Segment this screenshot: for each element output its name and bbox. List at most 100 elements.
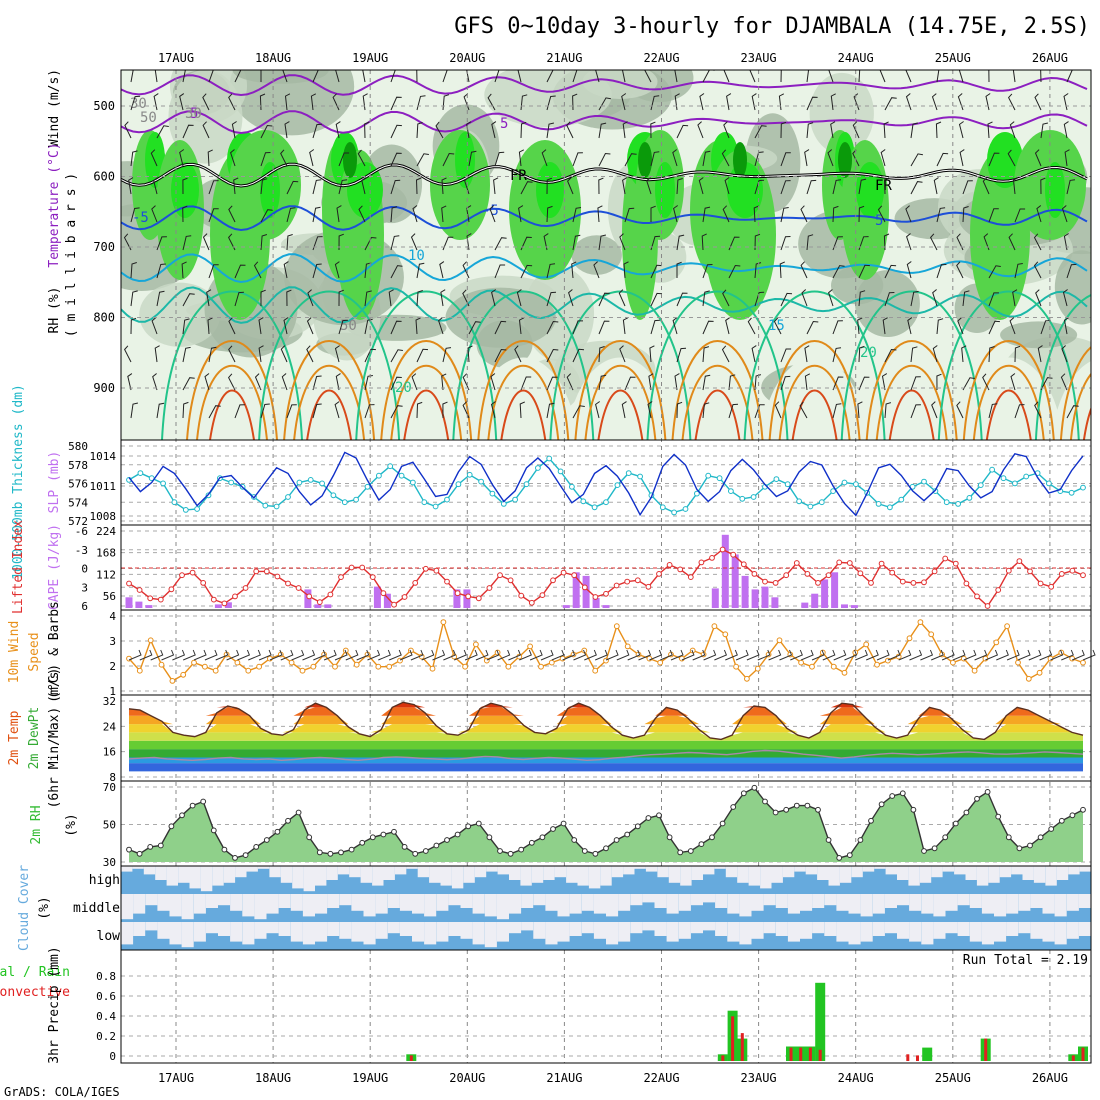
cape-bar xyxy=(771,597,779,608)
thickness-line-point xyxy=(682,506,689,512)
rh2m-line-point xyxy=(147,844,154,850)
surface-temp-dome xyxy=(791,389,838,440)
sfc-wind-barb xyxy=(356,649,370,661)
cloud-clear xyxy=(399,922,412,936)
wind-barb xyxy=(905,205,912,223)
wind-barb xyxy=(520,121,527,139)
thickness-line-point xyxy=(943,499,950,506)
wind-speed-line-point xyxy=(310,663,317,670)
wind-barb xyxy=(1061,345,1068,363)
wind-speed-line-point xyxy=(202,663,208,670)
cloud-clear xyxy=(133,922,146,936)
sfc-wind-barb xyxy=(1082,649,1096,661)
precip-tick-0.6: 0.6 xyxy=(96,990,116,1003)
cloud-clear xyxy=(874,866,886,869)
cloud-clear xyxy=(166,866,178,886)
cloud-clear xyxy=(739,894,752,917)
rh-surface-bump xyxy=(565,357,676,440)
contour-label: 5 xyxy=(500,116,508,132)
wind-barb xyxy=(130,317,137,335)
sfc-wind-barb xyxy=(128,649,142,661)
thickness-line-point xyxy=(171,499,178,506)
cloud-clear xyxy=(533,922,546,939)
rh2m-line-point xyxy=(910,806,917,813)
cloud-clear xyxy=(1066,922,1079,939)
wind-barb xyxy=(676,124,689,139)
temp-ylabel-3: (6hr Min/Max) (°C) xyxy=(47,668,62,809)
cloud-clear xyxy=(448,894,461,906)
lifted-index-line-point xyxy=(995,587,1002,593)
wind-barb xyxy=(207,149,213,167)
cloud-clear xyxy=(593,894,606,914)
thickness-line-point xyxy=(728,488,734,495)
wind-barb xyxy=(546,122,555,139)
lifted-index-line-point xyxy=(327,591,334,598)
rh-surface-bump xyxy=(468,357,579,440)
rh2m-line-point xyxy=(327,850,334,857)
lifted-index-line-point xyxy=(709,555,715,561)
wind-barb xyxy=(260,289,266,306)
precip-ylabel-3: 3hr Precip (mm) xyxy=(47,946,62,1063)
bottom-date-19AUG: 19AUG xyxy=(352,1071,388,1085)
cloud-clear xyxy=(533,894,546,906)
lifted-index-line-point xyxy=(878,560,885,567)
wind-barb xyxy=(910,181,923,195)
top-date-24AUG: 24AUG xyxy=(838,51,874,65)
thickness-line-point xyxy=(285,494,291,500)
temp-contour-minus5 xyxy=(121,110,1088,135)
rh2m-line-point xyxy=(762,798,768,805)
sfc-wind-barb xyxy=(844,649,858,661)
cloud-clear xyxy=(836,922,849,942)
wind-speed-line-point xyxy=(928,631,935,638)
cloud-clear xyxy=(189,866,201,889)
wind-barb xyxy=(438,317,444,335)
slp-tick-1014: 1014 xyxy=(90,450,117,463)
rh2m-line-point xyxy=(868,817,874,824)
cape-tick-56: 56 xyxy=(103,590,116,603)
lifted-index-line-point xyxy=(1080,572,1086,579)
wind-barb xyxy=(1060,373,1068,391)
wind-barb xyxy=(364,404,375,419)
rh2m-line-point xyxy=(539,834,546,841)
rh-tick-50: 50 xyxy=(103,819,116,832)
wind-barb xyxy=(546,70,559,83)
wind-barb xyxy=(388,289,394,307)
wind-speed-line-point xyxy=(158,661,165,668)
wind-barb xyxy=(830,93,836,111)
wind-barb xyxy=(568,289,574,307)
lifted-index-line-point xyxy=(348,564,355,571)
cape-bar xyxy=(602,605,610,608)
wind-barb xyxy=(936,264,947,279)
wind-barb xyxy=(156,402,165,419)
sfc-wind-barb xyxy=(985,649,999,661)
wind-barb xyxy=(751,345,757,363)
wind-barb xyxy=(800,261,808,279)
wind-barb xyxy=(701,233,707,251)
lifted-index-line-point xyxy=(1037,580,1044,587)
wind-barb xyxy=(516,289,522,307)
cloud-clear xyxy=(714,866,726,869)
wind-speed-line-point xyxy=(1036,669,1043,676)
thickness-line-point xyxy=(966,495,973,501)
wind-barb xyxy=(309,149,315,167)
cloud-clear xyxy=(327,922,340,936)
rh2m-line-point xyxy=(369,834,376,841)
cloud-clear xyxy=(205,894,218,908)
wind-barb xyxy=(721,149,730,167)
precip-tick-0: 0 xyxy=(109,1050,116,1063)
cloud-ylabels: Cloud Cover (%) xyxy=(17,865,52,951)
wind-barb xyxy=(416,153,429,167)
wind-barb xyxy=(1064,149,1070,167)
wind-barb xyxy=(650,319,660,335)
wind-barb xyxy=(780,292,793,307)
thick-tick-576: 576 xyxy=(68,478,88,491)
sfc-wind-barb xyxy=(378,649,391,661)
lifted-index-line-point xyxy=(210,596,217,603)
wind-barb xyxy=(286,289,292,307)
sfc-wind-barb xyxy=(302,649,316,661)
cloud-clear xyxy=(193,894,206,914)
cloud-clear xyxy=(360,866,372,883)
wind-speed-line-point xyxy=(126,655,132,662)
sfc-wind-barb xyxy=(334,649,348,661)
rh-surface-bump xyxy=(759,357,870,440)
